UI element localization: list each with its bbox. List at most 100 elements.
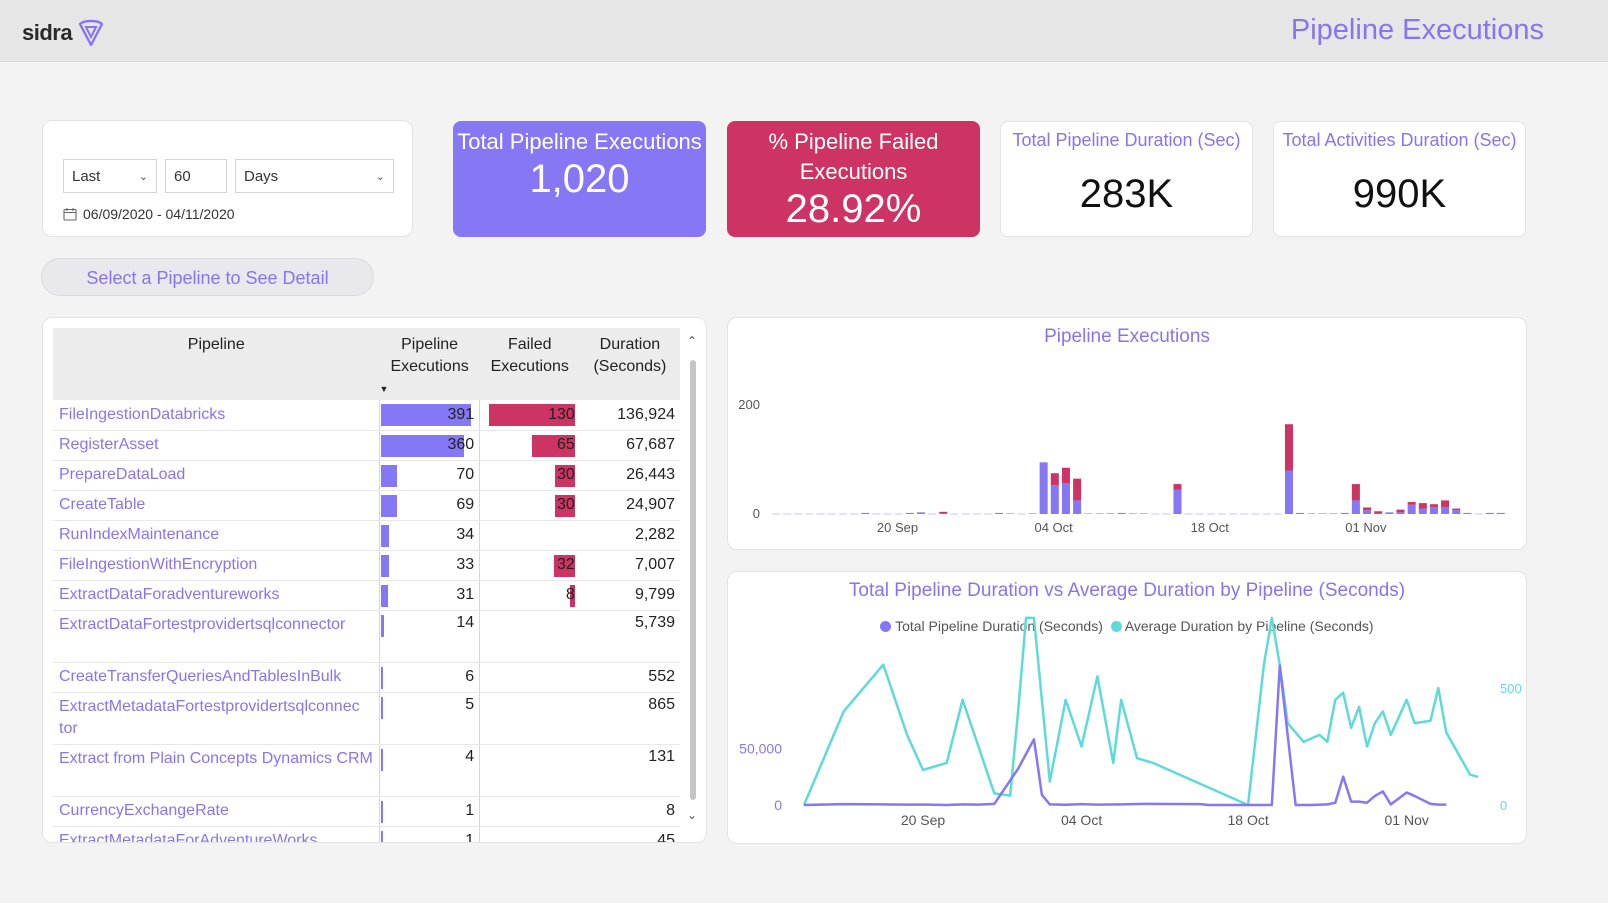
page-title: Pipeline Executions bbox=[1290, 14, 1544, 46]
executions-cell: 4 bbox=[379, 744, 480, 797]
date-range-text: 06/09/2020 - 04/11/2020 bbox=[83, 206, 235, 222]
column-header-failed[interactable]: Failed Executions bbox=[479, 328, 580, 400]
executions-cell: 1 bbox=[379, 826, 480, 842]
duration-cell: 865 bbox=[579, 692, 680, 745]
failed-cell: 65 bbox=[479, 430, 580, 461]
executions-cell: 1 bbox=[379, 796, 480, 827]
table-row[interactable]: RegisterAsset 360 65 67,687 bbox=[53, 430, 680, 461]
bar-success bbox=[1095, 513, 1104, 514]
duration-cell: 7,007 bbox=[579, 550, 680, 581]
legend-item-total[interactable]: Total Pipeline Duration (Seconds) bbox=[880, 618, 1103, 634]
x-tick-label: 20 Sep bbox=[877, 520, 918, 535]
bar-success bbox=[939, 513, 948, 514]
executions-cell: 70 bbox=[379, 460, 480, 491]
table-row[interactable]: ExtractMetadataFortestprovidertsqlconnec… bbox=[53, 692, 680, 745]
pipeline-name-cell[interactable]: FileIngestionDatabricks bbox=[53, 400, 380, 431]
bar-success bbox=[916, 512, 925, 514]
pipeline-name-cell[interactable]: CreateTable bbox=[53, 490, 380, 521]
legend-label: Total Pipeline Duration (Seconds) bbox=[895, 618, 1103, 634]
period-amount-input[interactable]: 60 bbox=[165, 159, 227, 193]
pipeline-name-cell[interactable]: ExtractMetadataFortestprovidertsqlconnec… bbox=[53, 692, 380, 745]
pipeline-name-cell[interactable]: ExtractDataFortestprovidertsqlconnector bbox=[53, 610, 380, 663]
executions-bar bbox=[381, 434, 464, 457]
failed-bar bbox=[554, 494, 575, 517]
table-row[interactable]: CreateTransferQueriesAndTablesInBulk 6 552 bbox=[53, 662, 680, 693]
pipeline-name-cell[interactable]: ExtractDataForadventureworks bbox=[53, 580, 380, 611]
table-row[interactable]: CreateTable 69 30 24,907 bbox=[53, 490, 680, 521]
executions-cell: 14 bbox=[379, 610, 480, 663]
period-unit-select[interactable]: Days ⌄ bbox=[235, 159, 394, 193]
scroll-down-icon[interactable]: ⌄ bbox=[687, 808, 698, 822]
pipeline-name-cell[interactable]: CurrencyExchangeRate bbox=[53, 796, 380, 827]
executions-value: 33 bbox=[456, 556, 475, 573]
column-header-pipeline[interactable]: Pipeline bbox=[53, 328, 380, 400]
bar-success bbox=[1351, 500, 1360, 514]
failed-bar bbox=[553, 554, 575, 577]
pipeline-name-cell[interactable]: ExtractMetadataForAdventureWorks bbox=[53, 826, 380, 842]
table-row[interactable]: ExtractMetadataForAdventureWorks 1 45 bbox=[53, 826, 680, 842]
failed-value: 30 bbox=[557, 466, 575, 483]
x-tick-label: 18 Oct bbox=[1191, 520, 1230, 535]
y-tick-label: 200 bbox=[738, 397, 760, 412]
executions-value: 4 bbox=[465, 747, 475, 765]
bar-success bbox=[1463, 512, 1472, 514]
pipeline-table-card: Pipeline Pipeline Executions ▼ Failed Ex… bbox=[42, 317, 707, 843]
date-filter-card: Last ⌄ 60 Days ⌄ 06/09/2020 - 04/11/2020 bbox=[42, 120, 413, 237]
column-header-executions[interactable]: Pipeline Executions ▼ bbox=[379, 328, 480, 400]
table-scrollbar[interactable]: ⌃ ⌄ bbox=[687, 328, 699, 832]
select-pipeline-button[interactable]: Select a Pipeline to See Detail bbox=[41, 258, 374, 296]
pipeline-name-cell[interactable]: FileIngestionWithEncryption bbox=[53, 550, 380, 581]
bar-success bbox=[1106, 513, 1115, 514]
bar-success bbox=[1307, 513, 1316, 514]
executions-bar bbox=[381, 554, 389, 577]
table-row[interactable]: Extract from Plain Concepts Dynamics CRM… bbox=[53, 744, 680, 797]
period-mode-select[interactable]: Last ⌄ bbox=[63, 159, 157, 193]
bar-success bbox=[1173, 489, 1182, 514]
executions-cell: 5 bbox=[379, 692, 480, 745]
x-tick-label: 04 Oct bbox=[1061, 812, 1102, 828]
x-tick-label: 01 Nov bbox=[1385, 812, 1429, 828]
date-range[interactable]: 06/09/2020 - 04/11/2020 bbox=[63, 206, 235, 222]
legend-item-average[interactable]: Average Duration by Pipeline (Seconds) bbox=[1110, 618, 1374, 634]
bar-success bbox=[1318, 513, 1327, 514]
bar-success bbox=[1485, 512, 1494, 514]
executions-value: 69 bbox=[456, 496, 475, 513]
table-row[interactable]: ExtractDataForadventureworks 31 8 9,799 bbox=[53, 580, 680, 611]
bar-failed bbox=[1061, 467, 1070, 483]
executions-value: 360 bbox=[447, 436, 475, 453]
executions-bar-chart[interactable]: 0 200 20 Sep 04 Oct 18 Oct 01 Nov bbox=[728, 318, 1528, 551]
scroll-up-icon[interactable]: ⌃ bbox=[687, 334, 698, 348]
executions-bar bbox=[381, 404, 472, 426]
pipeline-name-cell[interactable]: RunIndexMaintenance bbox=[53, 520, 380, 551]
sidra-logo-icon bbox=[78, 19, 104, 47]
executions-bar bbox=[381, 494, 397, 517]
duration-cell: 9,799 bbox=[579, 580, 680, 611]
pipeline-name-cell[interactable]: PrepareDataLoad bbox=[53, 460, 380, 491]
duration-cell: 5,739 bbox=[579, 610, 680, 663]
executions-bar bbox=[381, 666, 384, 689]
table-row[interactable]: RunIndexMaintenance 34 2,282 bbox=[53, 520, 680, 551]
pipeline-name-cell[interactable]: RegisterAsset bbox=[53, 430, 380, 461]
legend-label: Average Duration by Pipeline (Seconds) bbox=[1124, 618, 1374, 634]
table-row[interactable]: PrepareDataLoad 70 30 26,443 bbox=[53, 460, 680, 491]
bar-failed bbox=[1452, 508, 1461, 511]
duration-line-chart[interactable]: 0 50,000 0 500 20 Sep 04 Oct 18 Oct 01 Nov bbox=[728, 572, 1528, 845]
failed-cell: 32 bbox=[479, 550, 580, 581]
duration-cell: 2,282 bbox=[579, 520, 680, 551]
y-tick-label-right: 500 bbox=[1500, 681, 1522, 696]
bar-failed bbox=[1351, 484, 1360, 501]
executions-bar bbox=[381, 748, 384, 771]
bar-failed bbox=[1407, 502, 1416, 505]
bar-success bbox=[1452, 510, 1461, 514]
table-row[interactable]: FileIngestionWithEncryption 33 32 7,007 bbox=[53, 550, 680, 581]
scrollbar-thumb[interactable] bbox=[690, 360, 696, 800]
bar-success bbox=[1396, 512, 1405, 514]
table-row[interactable]: ExtractDataFortestprovidertsqlconnector 1… bbox=[53, 610, 680, 663]
pipeline-name-cell[interactable]: CreateTransferQueriesAndTablesInBulk bbox=[53, 662, 380, 693]
table-row[interactable]: CurrencyExchangeRate 1 8 bbox=[53, 796, 680, 827]
column-header-duration[interactable]: Duration (Seconds) bbox=[579, 328, 680, 400]
bar-success bbox=[1441, 506, 1450, 514]
table-row[interactable]: FileIngestionDatabricks 391 130 136,924 bbox=[53, 400, 680, 431]
pipeline-name-cell[interactable]: Extract from Plain Concepts Dynamics CRM bbox=[53, 744, 380, 797]
bar-success bbox=[995, 512, 1004, 514]
